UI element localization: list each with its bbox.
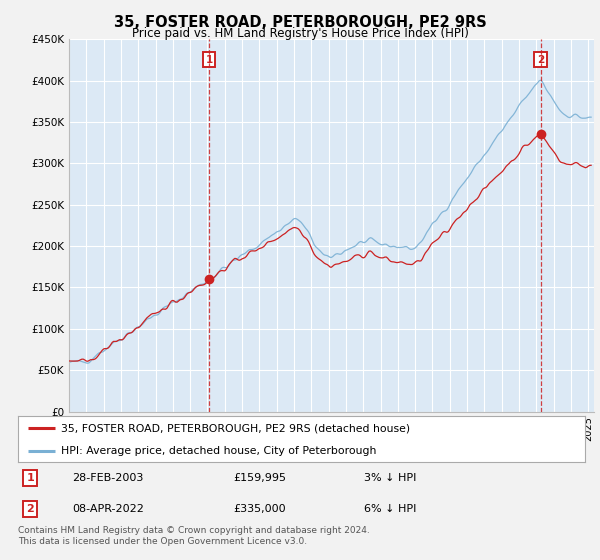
Text: £159,995: £159,995: [233, 473, 286, 483]
Text: 08-APR-2022: 08-APR-2022: [72, 504, 144, 514]
Text: Price paid vs. HM Land Registry's House Price Index (HPI): Price paid vs. HM Land Registry's House …: [131, 27, 469, 40]
Text: 2: 2: [26, 504, 34, 514]
Text: 6% ↓ HPI: 6% ↓ HPI: [364, 504, 416, 514]
Text: 35, FOSTER ROAD, PETERBOROUGH, PE2 9RS (detached house): 35, FOSTER ROAD, PETERBOROUGH, PE2 9RS (…: [61, 423, 410, 433]
Text: 35, FOSTER ROAD, PETERBOROUGH, PE2 9RS: 35, FOSTER ROAD, PETERBOROUGH, PE2 9RS: [113, 15, 487, 30]
Text: HPI: Average price, detached house, City of Peterborough: HPI: Average price, detached house, City…: [61, 446, 376, 455]
Text: Contains HM Land Registry data © Crown copyright and database right 2024.
This d: Contains HM Land Registry data © Crown c…: [18, 526, 370, 546]
Text: 1: 1: [205, 55, 212, 65]
Text: 2: 2: [537, 55, 544, 65]
Text: 28-FEB-2003: 28-FEB-2003: [72, 473, 143, 483]
Text: 3% ↓ HPI: 3% ↓ HPI: [364, 473, 416, 483]
Text: 1: 1: [26, 473, 34, 483]
Text: £335,000: £335,000: [233, 504, 286, 514]
